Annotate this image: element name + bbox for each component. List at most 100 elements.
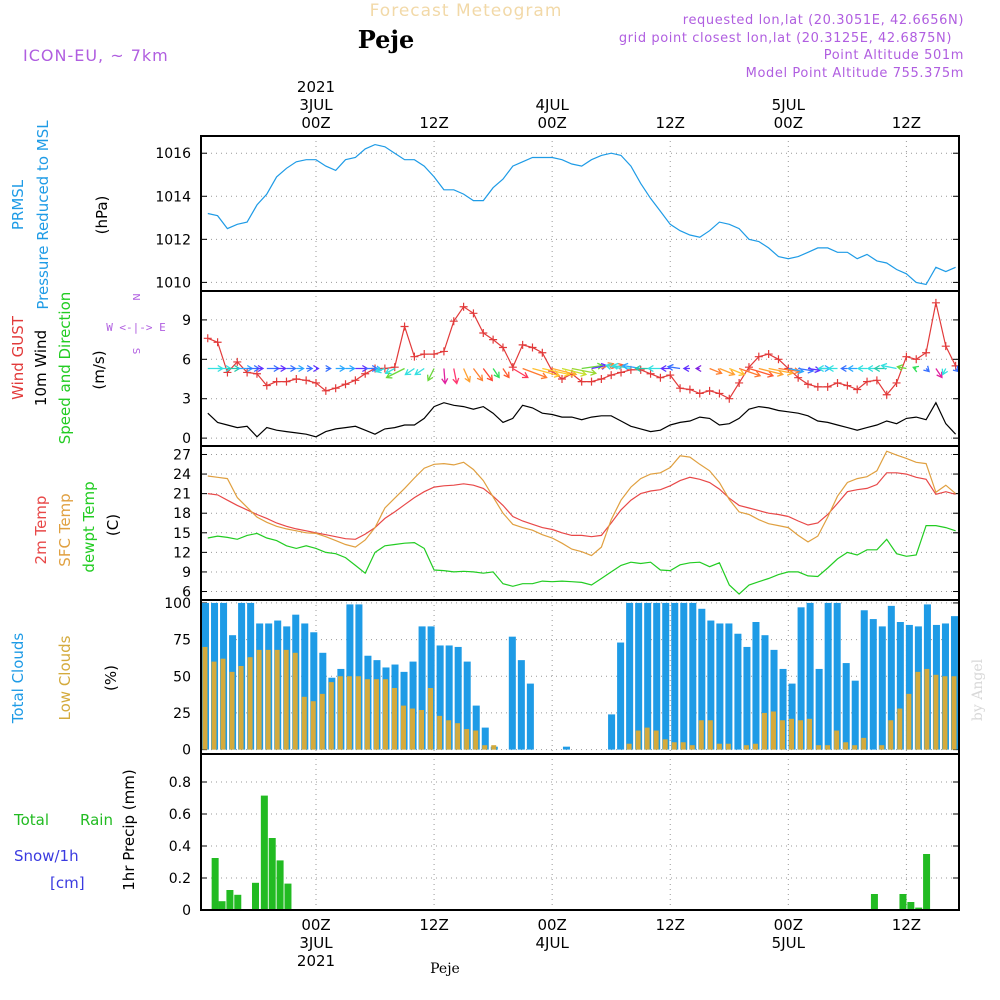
time-label-top: 5JUL (772, 96, 806, 114)
total-cloud-bar (454, 646, 462, 750)
temp-sfc-label: SFC Temp (56, 493, 74, 566)
total-cloud-bar (671, 602, 679, 750)
wind-10m-label: 10m Wind (32, 330, 50, 406)
wind-gust-marker (922, 348, 931, 357)
wind-direction-arrow (256, 364, 265, 373)
wind-gust-marker (439, 347, 448, 356)
low-cloud-bar (373, 679, 379, 750)
low-cloud-bar (256, 649, 262, 750)
wind-direction-arrow (827, 364, 838, 373)
wind-gust-marker (754, 352, 763, 361)
total-cloud-bar (824, 602, 832, 750)
total-cloud-bar (445, 645, 453, 750)
wind-gust-marker (823, 382, 832, 391)
total-cloud-bar (752, 622, 760, 750)
wind-direction-arrow (923, 365, 930, 373)
panel-frame (200, 753, 960, 911)
total-cloud-bar (562, 746, 570, 750)
wind-direction-arrow (856, 364, 868, 373)
wind-gust-marker (489, 335, 498, 344)
total-cloud-bar (508, 636, 516, 750)
time-label-bottom: 12Z (892, 916, 921, 934)
wind-direction-arrow (306, 364, 314, 373)
low-cloud-bar (491, 745, 497, 750)
wind-gust-marker (744, 363, 753, 372)
time-label-top: 4JUL (536, 96, 570, 114)
wind-direction-arrow (778, 367, 801, 375)
precip-panel: 0 0.2 0.4 0.6 0.8 (169, 754, 959, 919)
temperature-ytick-label: 9 (182, 565, 191, 581)
wind-gust-marker (863, 377, 872, 386)
time-label-bottom: 00Z (774, 916, 803, 934)
wind-direction-arrow (611, 362, 631, 370)
total-cloud-bar (436, 645, 444, 750)
wind-gust-marker (243, 368, 252, 377)
time-label-top: 00Z (774, 114, 803, 132)
wind-direction-arrow (286, 364, 297, 373)
wind-direction-arrow (561, 367, 588, 377)
wind-gust-marker (203, 334, 212, 343)
temp-sfc-line (207, 450, 956, 557)
low-cloud-bar (220, 658, 226, 750)
wind-gust-marker (469, 309, 478, 318)
clouds-ytick-label: 0 (182, 743, 191, 759)
chart-title: Forecast Meteogram (370, 1, 563, 21)
low-cloud-bar (419, 710, 425, 750)
temperature-ytick-label: 21 (173, 487, 191, 503)
wind-gust-marker (272, 377, 281, 386)
gridpoint-coords: grid point closest lon,lat (20.3125E, 42… (619, 31, 952, 46)
total-cloud-bar (797, 607, 805, 750)
wind-direction-arrow (666, 363, 681, 371)
wind-gust-marker (400, 322, 409, 331)
low-cloud-bar (283, 649, 289, 750)
low-cloud-bar (238, 666, 244, 750)
temp-dewpt-line (207, 524, 956, 595)
wind-gust-marker (794, 373, 803, 382)
low-cloud-bar (482, 745, 488, 750)
pressure-ytick-label: 1010 (155, 275, 191, 291)
wind-gust-marker (735, 378, 744, 387)
total-cloud-bar (878, 626, 886, 750)
precip-unit-label: 1hr Precip (mm) (120, 769, 138, 890)
model-point-altitude: Model Point Altitude 755.375m (746, 66, 964, 81)
wind-gust-marker (498, 343, 507, 352)
total-cloud-bar (842, 663, 850, 750)
wind-direction-arrow (682, 364, 690, 373)
low-cloud-bar (951, 676, 957, 750)
total-cloud-bar (698, 608, 706, 750)
clouds-ytick-label: 100 (164, 596, 191, 612)
low-cloud-bar (689, 745, 695, 750)
time-label-bottom: 00Z (537, 916, 566, 934)
total-cloud-bar (418, 626, 426, 750)
wind-direction-arrow (896, 364, 907, 372)
low-cloud-bar (653, 730, 659, 750)
precip-bar (218, 901, 226, 910)
wind-gust-marker (420, 350, 429, 359)
precip-bar (907, 902, 915, 910)
wind-gust-marker (479, 329, 488, 338)
wind-gust-marker (518, 340, 527, 349)
precip-bar (276, 860, 284, 910)
total-cloud-bar (761, 635, 769, 750)
precip-ytick-label: 0 (182, 903, 191, 919)
temperature-panel: 6 9 12 15 18 21 24 27 (173, 446, 959, 601)
wind-gust-marker (528, 343, 537, 352)
time-label-bottom: 2021 (297, 952, 335, 970)
low-cloud-bar (924, 668, 930, 750)
precip-rain-label: Rain (80, 811, 113, 829)
wind-direction-arrow (522, 367, 548, 380)
clouds-ytick-label: 50 (173, 669, 191, 685)
wind-gust-marker (705, 386, 714, 395)
wind-gust-marker (321, 386, 330, 395)
wind-direction-arrow (729, 367, 746, 377)
wind-direction-arrow (452, 368, 460, 385)
pressure-labels: PRMSL Pressure Reduced to MSL (hPa) (9, 120, 111, 310)
wind-gust-marker (449, 317, 458, 326)
wind-direction-arrow (647, 364, 661, 373)
total-cloud-bar (734, 633, 742, 750)
panels: 1010101210141016036969121518212427025507… (155, 135, 960, 919)
total-cloud-bar (869, 619, 877, 750)
low-cloud-bar (211, 661, 217, 750)
wind-direction-arrow (502, 368, 510, 379)
